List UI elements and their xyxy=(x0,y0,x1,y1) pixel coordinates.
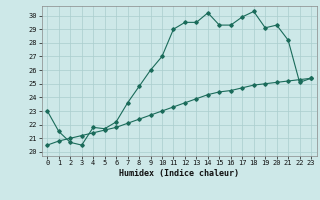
X-axis label: Humidex (Indice chaleur): Humidex (Indice chaleur) xyxy=(119,169,239,178)
